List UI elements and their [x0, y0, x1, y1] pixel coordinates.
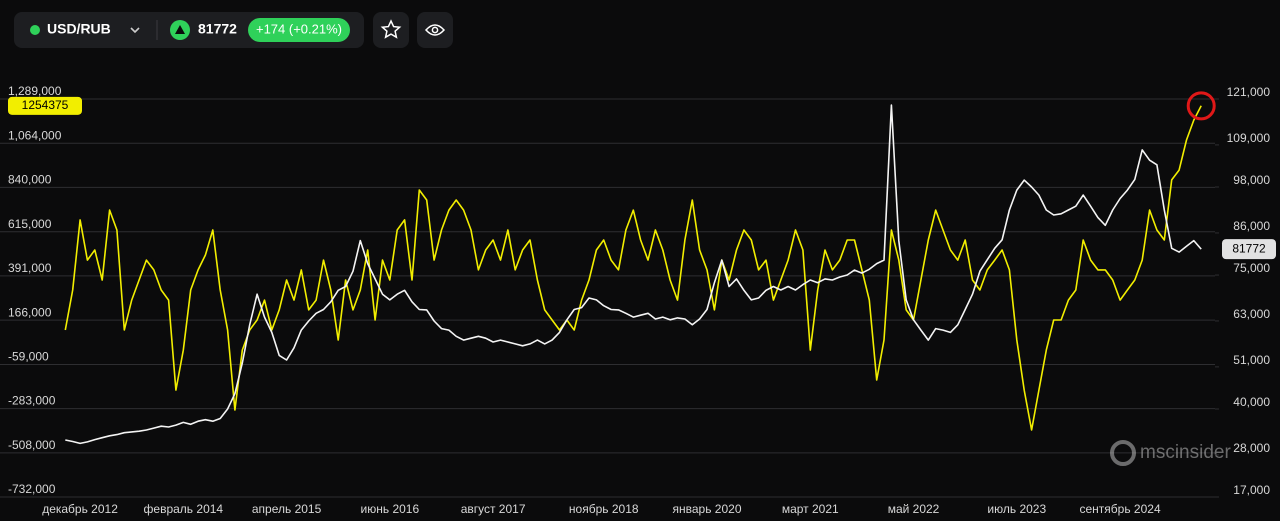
- y2-tick-label: 86,000: [1233, 219, 1270, 233]
- x-tick-label: март 2021: [782, 502, 839, 516]
- y-tick-label: -59,000: [8, 350, 49, 364]
- x-tick-label: июнь 2016: [361, 502, 420, 516]
- header: USD/RUB 81772 +174 (+0.21%): [14, 12, 453, 48]
- watermark-logo: [1110, 440, 1136, 466]
- y-tick-label: 391,000: [8, 261, 52, 275]
- watermark: mscinsider: [1140, 442, 1231, 463]
- y2-tick-label: 17,000: [1233, 483, 1270, 497]
- x-tick-label: февраль 2014: [144, 502, 224, 516]
- y2-tick-label: 75,000: [1233, 261, 1270, 275]
- dropdown-icon[interactable]: [130, 27, 140, 34]
- last-price-label: 81772: [1232, 241, 1266, 255]
- y-tick-label: 615,000: [8, 217, 52, 231]
- watermark-group: mscinsider: [1110, 440, 1231, 466]
- y2-tick-label: 63,000: [1233, 307, 1270, 321]
- y2-tick-label: 28,000: [1233, 441, 1270, 455]
- y2-tick-label: 121,000: [1227, 85, 1271, 99]
- y2-tick-label: 98,000: [1233, 173, 1270, 187]
- eye-pupil: [431, 26, 439, 34]
- y2-tick-label: 109,000: [1227, 131, 1271, 145]
- visibility-button[interactable]: [417, 12, 453, 48]
- y-tick-label: -732,000: [8, 482, 56, 496]
- change: +174 (+0.21%): [256, 21, 342, 36]
- price: 81772: [198, 21, 237, 37]
- series-line: [64, 105, 1202, 431]
- x-tick-label: декабрь 2012: [42, 502, 118, 516]
- y-tick-label: 840,000: [8, 173, 52, 187]
- last-price-badge: [1222, 239, 1276, 260]
- y-tick-label: -508,000: [8, 438, 56, 452]
- series-line: [65, 104, 1202, 445]
- eye-icon: [424, 24, 446, 36]
- favorite-button[interactable]: [373, 12, 409, 48]
- x-tick-label: август 2017: [461, 502, 526, 516]
- last-value-badge: [8, 96, 82, 115]
- y-tick-label: -283,000: [8, 394, 56, 408]
- x-tick-label: сентябрь 2024: [1080, 502, 1161, 516]
- x-tick-label: апрель 2015: [252, 502, 322, 516]
- y-tick-label: 166,000: [8, 305, 52, 319]
- star-icon: [380, 19, 402, 39]
- x-tick-label: ноябрь 2018: [569, 502, 639, 516]
- highlight-circle: [1186, 91, 1216, 121]
- y2-tick-label: 51,000: [1233, 353, 1270, 367]
- x-tick-label: май 2022: [888, 502, 940, 516]
- grid: [0, 98, 1215, 498]
- x-tick-label: июль 2023: [987, 502, 1046, 516]
- status-dot: [30, 25, 40, 35]
- y2-tick-label: 40,000: [1233, 395, 1270, 409]
- y-tick-label: 1,289,000: [8, 84, 62, 98]
- change-pill: [248, 18, 350, 42]
- last-value-label: 1254375: [22, 98, 69, 112]
- up-arrow: [175, 25, 185, 34]
- x-tick-label: январь 2020: [673, 502, 742, 516]
- y-tick-label: 1,064,000: [8, 128, 62, 142]
- symbol: USD/RUB: [47, 21, 111, 37]
